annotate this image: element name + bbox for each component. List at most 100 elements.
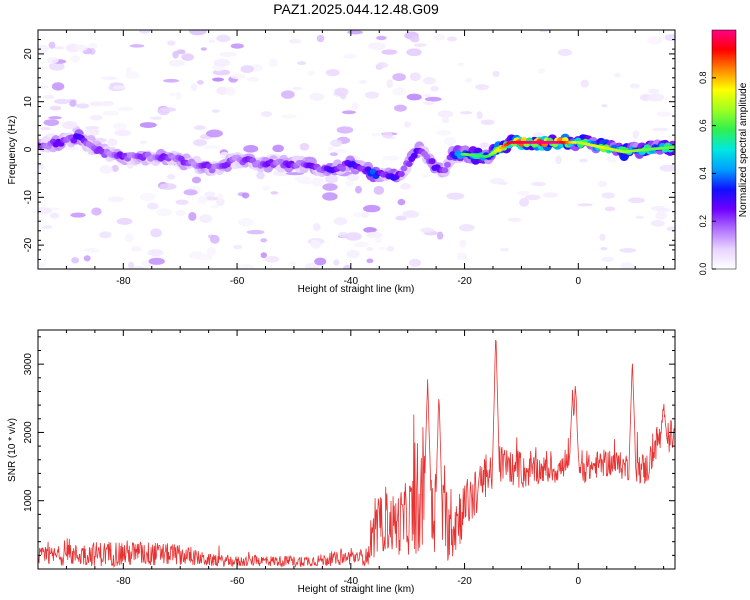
heatmap-cell [107,196,125,203]
heatmap-cell [402,210,420,218]
heatmap-cell [443,136,457,146]
spectrogram-ticks: -80 -60 -40 -20 0 20 10 0 -10 -20 [23,29,675,287]
colorbar: 0.0 0.2 0.4 0.6 0.8 Normalized spectral ampl… [698,29,749,276]
heatmap-cell [408,258,422,267]
heatmap-cell [386,79,394,89]
heatmap-cell [406,48,422,57]
heatmap-cell [88,42,98,49]
y-tick-label: 1000 [23,489,34,512]
heatmap-cell [99,165,113,174]
heatmap-cell [262,185,271,191]
heatmap-cell [410,152,418,159]
heatmap-cell [281,90,295,99]
heatmap-cell [629,83,640,89]
heatmap-cell [333,217,348,226]
heatmap-cell [38,207,52,215]
heatmap-cell [322,183,338,191]
heatmap-cell [666,226,675,232]
heatmap-cell [314,257,327,266]
heatmap-cell [246,229,265,235]
heatmap-cell [83,255,91,262]
heatmap-cell [205,129,223,138]
heatmap-cell [299,142,310,151]
heatmap-cell [84,127,100,137]
heatmap-cell [316,34,325,43]
heatmap-cell [213,58,231,67]
heatmap-cell [464,77,473,83]
heatmap-cell [441,167,449,174]
heatmap-cell [175,91,182,100]
heatmap-cell [398,171,405,178]
heatmap-cell [260,252,268,259]
x-tick-label: 0 [576,576,582,587]
heatmap-cell [217,193,224,202]
heatmap-cell [125,71,140,79]
heatmap-cell [650,220,665,227]
heatmap-cell [601,30,610,33]
y-tick-label: 0 [23,146,34,152]
heatmap-cell [196,80,204,85]
heatmap-cell [392,87,407,96]
heatmap-cell [341,110,357,115]
heatmap-cell [204,191,216,198]
heatmap-cell [83,248,100,253]
heatmap-cell [392,73,406,82]
heatmap-cell [329,152,338,157]
heatmap-cell [260,111,273,118]
heatmap-cell [664,34,675,42]
heatmap-cell [166,173,176,180]
heatmap-cell [628,197,645,204]
heatmap-cell [112,85,126,90]
heatmap-cell [333,259,340,266]
heatmap-cell [459,111,473,115]
heatmap-cell [168,92,176,96]
heatmap-cell [147,249,164,257]
colorbar-ticks: 0.0 0.2 0.4 0.6 0.8 [698,72,716,276]
heatmap-cell [336,126,354,134]
heatmap-cell [322,192,338,201]
heatmap-cell [344,232,362,241]
heatmap-cell [430,85,439,92]
colorbar-tick-label: 0.0 [698,263,708,276]
heatmap-cell [342,264,352,269]
heatmap-cell [264,255,280,263]
heatmap-cell [183,189,198,196]
heatmap-cell [53,46,65,50]
heatmap-cell [374,237,383,243]
heatmap-cell [139,122,157,128]
heatmap-cell [116,217,133,225]
heatmap-cell [43,94,55,100]
heatmap-cell [353,241,369,248]
heatmap-cell [114,129,132,137]
heatmap-cell [376,62,388,69]
heatmap-cell [620,262,635,269]
heatmap-cell [655,208,671,213]
heatmap-cell [181,53,194,61]
heatmap-cell [366,258,374,264]
heatmap-cell [577,203,593,207]
heatmap-cell [39,127,51,131]
colorbar-gradient [711,29,737,270]
heatmap-cell [107,138,118,147]
heatmap-cell [421,173,430,178]
heatmap-cell [500,247,510,252]
heatmap-cell [363,204,381,213]
heatmap-cell [61,121,78,130]
heatmap-cell [48,41,56,49]
heatmap-cell [288,38,302,44]
heatmap-cell [519,197,530,207]
heatmap-cell [307,70,316,76]
heatmap-cell [647,93,665,102]
heatmap-cell [382,131,393,139]
heatmap-cell [531,181,546,187]
heatmap-cell [167,40,176,46]
heatmap-cell [268,58,278,68]
heatmap-cell [286,172,304,176]
heatmap-cell [102,110,120,116]
chart-title: PAZ1.2025.044.12.48.G09 [273,1,439,17]
heatmap-cell [190,83,198,91]
heatmap-cell [49,105,62,111]
heatmap-cell [358,80,368,84]
heatmap-cell [557,48,573,57]
x-tick-label: -20 [457,276,472,287]
